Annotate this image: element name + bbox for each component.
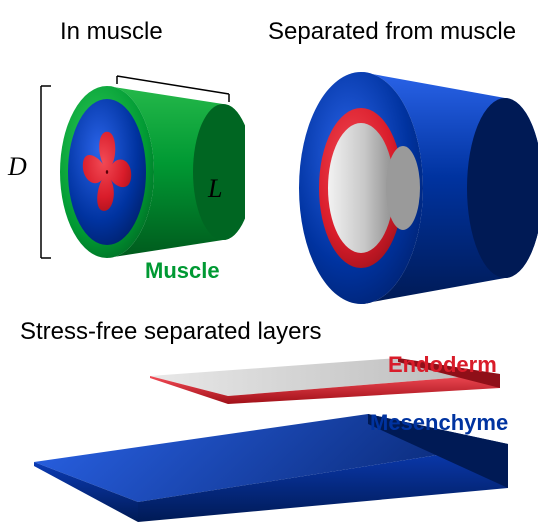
title-in-muscle: In muscle (60, 18, 163, 46)
cylinder-in-muscle (25, 60, 245, 280)
title-separated: Separated from muscle (268, 18, 516, 46)
dim-L: L (208, 174, 222, 204)
dim-D: D (8, 152, 27, 182)
title-stress-free: Stress-free separated layers (20, 318, 321, 346)
label-muscle: Muscle (145, 258, 220, 284)
cylinder-separated (263, 50, 538, 305)
label-endoderm: Endoderm (388, 352, 497, 378)
label-mesenchyme: Mesenchyme (370, 410, 508, 436)
separated-layers (10, 352, 535, 527)
